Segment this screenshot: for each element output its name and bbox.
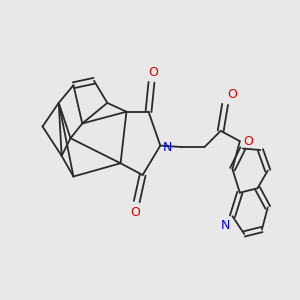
Text: O: O bbox=[130, 206, 140, 219]
Text: O: O bbox=[227, 88, 237, 101]
Text: N: N bbox=[221, 219, 230, 232]
Text: O: O bbox=[243, 135, 253, 148]
Text: O: O bbox=[148, 66, 158, 79]
Text: N: N bbox=[163, 141, 172, 154]
